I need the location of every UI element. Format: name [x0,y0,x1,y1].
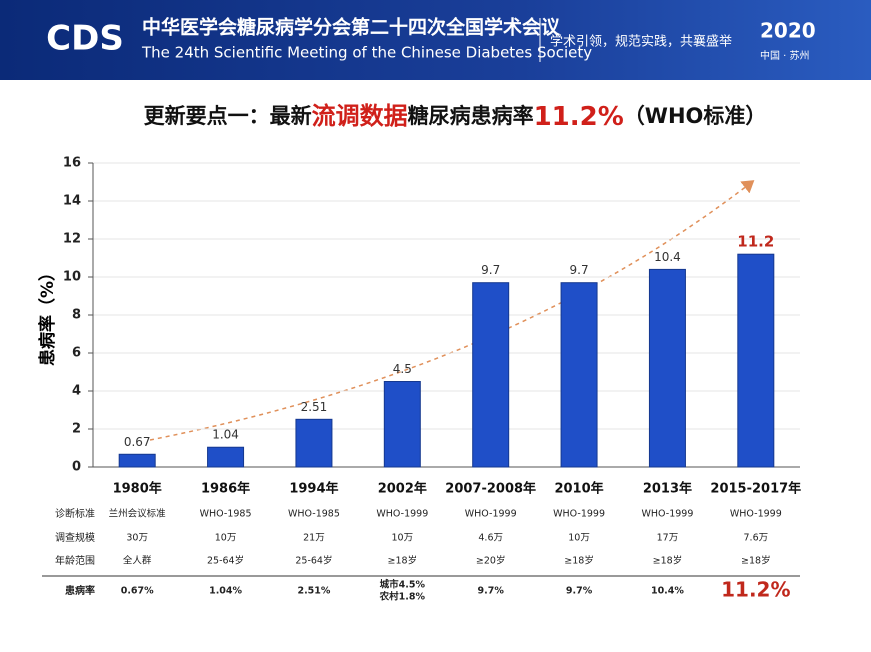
table-cell: WHO-1985 [200,509,252,520]
title-highlight: 11.2% [534,102,624,132]
row-label: 调查规模 [55,531,95,544]
table-cell: ≥18岁 [741,555,771,567]
table-cell: 城市4.5% [380,579,426,591]
header-city: 中国 · 苏州 [760,49,810,62]
y-tick-label: 2 [72,422,81,437]
data-label: 2.51 [301,400,328,414]
header-title-en: The 24th Scientific Meeting of the Chine… [141,44,592,62]
title-part: （WHO标准） [624,104,767,128]
bar [560,282,598,468]
table-cell: ≥18岁 [388,555,418,567]
y-tick-label: 16 [63,156,81,171]
title-highlight: 流调数据 [312,102,408,130]
table-cell: 兰州会议标准 [109,508,167,520]
table-cell: 2.51% [297,586,330,597]
table-cell: ≥20岁 [476,555,506,567]
table-cell: 10万 [215,533,237,544]
data-label: 0.67 [124,435,151,449]
y-tick-label: 4 [72,384,81,399]
table-cell: ≥18岁 [653,555,683,567]
bar [472,282,510,468]
table-cell: 17万 [657,533,679,544]
table-cell: 7.6万 [744,533,769,544]
x-tick-label: 2010年 [554,481,603,497]
bar [118,453,156,468]
table-cell: 全人群 [123,555,152,567]
title-part: 糖尿病患病率 [408,104,534,128]
table-cell: 11.2% [721,578,790,602]
data-label: 10.4 [654,250,681,264]
title-part: 更新要点一：最新 [144,104,312,128]
table-cell: 25-64岁 [295,555,332,567]
bar [383,381,421,468]
table-cell: 9.7% [566,586,593,597]
table-cell: 0.67% [121,586,154,597]
data-label: 9.7 [570,263,589,277]
table-cell: WHO-1999 [465,509,517,520]
y-axis-label: 患病率（%） [37,264,58,366]
table-cell: 21万 [303,533,325,544]
row-label: 患病率 [65,584,95,597]
table-cell: 1.04% [209,586,242,597]
x-tick-label: 1994年 [289,481,338,497]
logo: CDS [46,19,124,59]
data-label: 9.7 [481,263,500,277]
data-label: 4.5 [393,362,412,376]
table-cell: 25-64岁 [207,555,244,567]
table-cell: 10.4% [651,586,684,597]
table-cell: WHO-1999 [553,509,605,520]
x-tick-label: 2007-2008年 [445,481,536,497]
slide-title: 更新要点一：最新流调数据糖尿病患病率11.2%（WHO标准） [144,102,767,132]
bar [295,418,333,468]
y-tick-label: 8 [72,308,81,323]
table-cell: ≥18岁 [564,555,594,567]
data-label: 11.2 [737,233,774,251]
x-tick-label: 2002年 [378,481,427,497]
x-tick-label: 2013年 [643,481,692,497]
row-label: 诊断标准 [55,507,95,520]
table-cell: WHO-1985 [288,509,340,520]
y-tick-label: 0 [72,460,81,475]
y-tick-label: 14 [63,194,81,209]
x-tick-label: 2015-2017年 [710,481,801,497]
y-tick-label: 6 [72,346,81,361]
table-cell: 9.7% [478,586,505,597]
table-cell: WHO-1999 [730,509,782,520]
data-label: 1.04 [212,428,239,442]
table-cell: 农村1.8% [379,591,426,603]
header-band [0,0,871,80]
table-cell: 10万 [392,533,414,544]
x-tick-label: 1980年 [113,481,162,497]
table-cell: 10万 [568,533,590,544]
trend-arrow [149,180,755,441]
table-cell: WHO-1999 [376,509,428,520]
bar [737,253,775,468]
bar [207,446,245,468]
bar [648,268,686,468]
header-year: 2020 [760,19,816,43]
table-cell: 30万 [126,533,148,544]
y-tick-label: 10 [63,270,81,285]
header-slogan: 学术引领，规范实践，共襄盛举 [550,34,732,50]
table-cell: 4.6万 [478,533,503,544]
x-tick-label: 1986年 [201,481,250,497]
row-label: 年龄范围 [55,554,95,567]
header-title-cn: 中华医学会糖尿病学分会第二十四次全国学术会议 [142,16,561,39]
y-tick-label: 12 [63,232,81,247]
table-cell: WHO-1999 [641,509,693,520]
